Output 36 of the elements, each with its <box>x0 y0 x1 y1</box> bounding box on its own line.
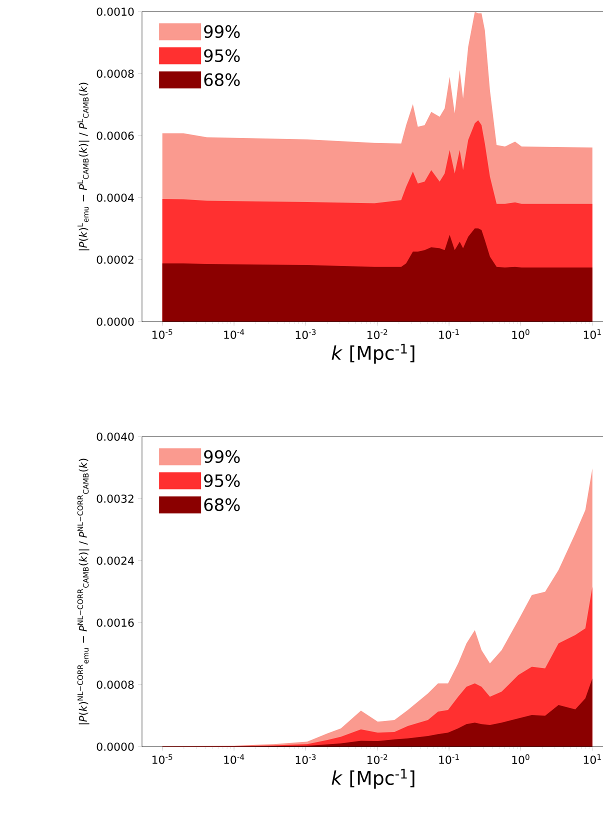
y-tick-label: 0.0006 <box>96 132 134 140</box>
text: |P(k)$^{L}$$_{emu}$ − P$^{L}$$_{CAMB}$(k)| / P$^{L}$$_{CAMB}$(k) <box>78 82 90 250</box>
y-tick-label: 0.0002 <box>96 256 134 264</box>
x-tick-label: 10$^{-2}$ <box>368 754 388 764</box>
x-tick-label: 10$^{-2}$ <box>368 329 388 340</box>
legend-label: 99% <box>204 450 240 463</box>
legend-label: 99% <box>204 25 240 38</box>
text: |P(k)$^{NL−CORR}$$_{emu}$ − P$^{NL−CORR}$$_{CAMB}$(k)| / P$^{NL−CORR}$$_{CAMB}$(k) <box>77 458 90 724</box>
legend-label: 68% <box>204 73 240 86</box>
x-tick-label: 10$^{-4}$ <box>224 329 244 339</box>
legend-label: 68% <box>204 498 240 512</box>
y-tick-label: 0.0008 <box>96 70 134 78</box>
legend-label: 95% <box>204 474 240 488</box>
legend-label: 95% <box>204 49 240 62</box>
x-tick-label: 10$^{1}$ <box>584 754 601 764</box>
x-tick-label: 10$^{-5}$ <box>152 329 172 339</box>
x-axis-title: k [Mpc$^{-1}$] <box>332 344 414 364</box>
x-tick-label: 10$^{1}$ <box>584 329 601 339</box>
y-tick-label: 0.0024 <box>96 556 134 565</box>
y-tick-label: 0.0040 <box>96 432 134 441</box>
y-tick-label: 0.0000 <box>96 742 134 751</box>
x-tick-label: 10$^{-1}$ <box>439 754 459 764</box>
x-tick-label: 10$^{-5}$ <box>152 754 172 764</box>
y-tick-label: 0.0016 <box>96 618 134 627</box>
x-tick-label: 10$^{0}$ <box>512 329 530 340</box>
x-tick-label: 10$^{-3}$ <box>296 329 316 340</box>
y-tick-label: 0.0000 <box>96 318 134 326</box>
x-tick-label: 10$^{-1}$ <box>439 329 459 339</box>
y-tick-label: 0.0008 <box>96 680 134 689</box>
y-tick-label: 0.0010 <box>96 8 134 16</box>
y-tick-label: 0.0004 <box>96 194 134 202</box>
x-tick-label: 10$^{-3}$ <box>296 754 316 764</box>
x-axis-title: k [Mpc$^{-1}$] <box>332 768 414 789</box>
x-tick-label: 10$^{-4}$ <box>224 754 244 764</box>
x-tick-label: 10$^{0}$ <box>512 754 530 764</box>
y-tick-label: 0.0032 <box>96 494 134 503</box>
